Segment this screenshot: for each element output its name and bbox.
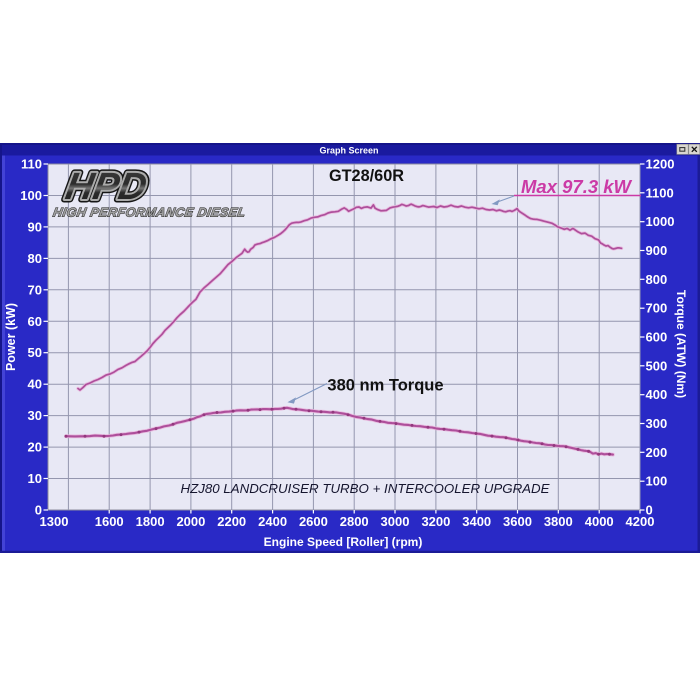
svg-text:10: 10 — [28, 471, 42, 486]
svg-text:3400: 3400 — [462, 514, 491, 529]
svg-text:1200: 1200 — [646, 157, 675, 172]
svg-text:1000: 1000 — [646, 214, 675, 229]
svg-text:3600: 3600 — [503, 514, 532, 529]
svg-text:0: 0 — [35, 503, 42, 518]
svg-text:HPD: HPD — [62, 165, 150, 208]
svg-text:110: 110 — [21, 157, 42, 172]
svg-text:40: 40 — [28, 377, 42, 392]
svg-text:80: 80 — [28, 251, 42, 266]
svg-text:380 nm Torque: 380 nm Torque — [327, 377, 443, 395]
svg-text:GT28/60R: GT28/60R — [329, 167, 404, 185]
svg-text:3200: 3200 — [421, 514, 450, 529]
svg-text:2400: 2400 — [258, 514, 287, 529]
svg-text:90: 90 — [28, 219, 42, 234]
svg-text:2200: 2200 — [217, 514, 246, 529]
svg-text:700: 700 — [646, 301, 668, 316]
svg-text:HPD: HPD — [62, 165, 150, 208]
svg-text:HPD: HPD — [62, 165, 150, 208]
svg-text:4200: 4200 — [626, 514, 655, 529]
svg-text:4000: 4000 — [585, 514, 614, 529]
svg-text:100: 100 — [646, 474, 668, 489]
svg-text:300: 300 — [646, 416, 668, 431]
svg-text:HZJ80 LANDCRUISER TURBO + INTE: HZJ80 LANDCRUISER TURBO + INTERCOOLER UP… — [180, 481, 549, 496]
svg-text:200: 200 — [646, 445, 668, 460]
svg-text:3000: 3000 — [381, 514, 410, 529]
svg-text:50: 50 — [28, 345, 42, 360]
svg-text:HIGH PERFORMANCE DIESEL: HIGH PERFORMANCE DIESEL — [52, 206, 247, 220]
svg-text:0: 0 — [646, 503, 653, 518]
svg-text:1100: 1100 — [646, 185, 674, 200]
svg-text:500: 500 — [646, 358, 668, 373]
svg-text:Engine Speed [Roller] (rpm): Engine Speed [Roller] (rpm) — [264, 535, 423, 549]
svg-text:3800: 3800 — [544, 514, 573, 529]
svg-text:2600: 2600 — [299, 514, 328, 529]
svg-text:30: 30 — [28, 408, 42, 423]
svg-text:70: 70 — [28, 282, 42, 297]
svg-text:400: 400 — [646, 387, 668, 402]
svg-text:800: 800 — [646, 272, 668, 287]
svg-text:1800: 1800 — [136, 514, 165, 529]
svg-text:Graph Screen: Graph Screen — [319, 146, 378, 156]
svg-text:600: 600 — [646, 330, 668, 345]
svg-text:900: 900 — [646, 243, 668, 258]
svg-text:1600: 1600 — [95, 514, 124, 529]
svg-text:Torque (ATW) (Nm): Torque (ATW) (Nm) — [674, 290, 688, 398]
svg-text:2000: 2000 — [176, 514, 205, 529]
svg-text:2800: 2800 — [340, 514, 369, 529]
svg-text:60: 60 — [28, 314, 42, 329]
svg-text:1300: 1300 — [40, 514, 69, 529]
svg-text:100: 100 — [20, 188, 42, 203]
svg-text:Max 97.3 kW: Max 97.3 kW — [521, 176, 633, 197]
svg-text:20: 20 — [28, 440, 42, 455]
svg-text:Power (kW): Power (kW) — [4, 303, 18, 371]
